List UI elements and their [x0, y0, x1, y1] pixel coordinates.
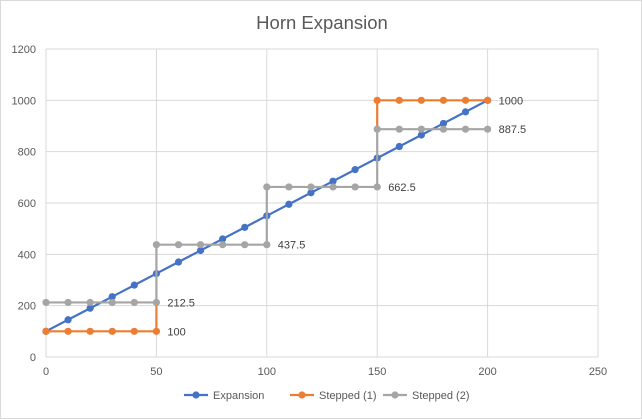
data-label: 662.5 — [388, 182, 416, 194]
data-point — [130, 298, 138, 307]
data-point — [439, 125, 448, 133]
x-tick-label: 0 — [43, 366, 49, 378]
series-stepped-2 — [42, 125, 492, 307]
data-point — [42, 327, 50, 335]
data-point — [395, 142, 403, 151]
data-point — [64, 327, 72, 335]
x-tick-label: 250 — [589, 366, 607, 378]
data-point — [86, 304, 94, 312]
data-point — [152, 298, 160, 307]
data-point — [417, 131, 425, 139]
data-point — [42, 298, 50, 307]
y-tick-label: 200 — [18, 301, 36, 313]
data-label: 887.5 — [499, 124, 527, 136]
y-tick-label: 600 — [18, 198, 36, 210]
legend-item: Expansion — [184, 390, 264, 402]
data-point — [241, 241, 249, 249]
data-labels: 1000 887.5 662.5 437.5 212.5 100 — [167, 95, 526, 338]
data-point — [461, 125, 470, 133]
data-point — [64, 316, 72, 324]
data-point — [108, 327, 116, 335]
y-tick-label: 400 — [18, 249, 36, 261]
data-point — [263, 183, 271, 191]
data-point — [439, 119, 448, 128]
data-point — [461, 96, 470, 104]
legend-label: Stepped (2) — [412, 390, 469, 402]
data-label: 100 — [167, 326, 185, 338]
y-tick-label: 1200 — [12, 44, 36, 56]
series-line — [46, 128, 488, 304]
data-point — [373, 183, 381, 191]
data-point — [241, 223, 249, 231]
legend-swatch-marker — [192, 391, 200, 399]
data-point — [395, 125, 403, 133]
data-label: 437.5 — [278, 240, 306, 252]
chart-title: Horn Expansion — [256, 12, 388, 33]
x-tick-label: 50 — [150, 366, 162, 378]
data-point — [152, 327, 160, 335]
data-point — [329, 183, 337, 191]
series-line — [46, 99, 488, 333]
series-layer — [42, 96, 492, 335]
legend: Expansion Stepped (1) Stepped (2) — [184, 390, 469, 402]
data-point — [108, 293, 116, 301]
data-point — [307, 183, 315, 191]
data-point — [461, 108, 470, 116]
x-tick-label: 200 — [478, 366, 496, 378]
data-point — [351, 166, 359, 174]
data-point — [307, 189, 315, 197]
data-label: 212.5 — [167, 297, 195, 309]
data-point — [174, 241, 183, 249]
legend-swatch-marker — [391, 391, 399, 399]
series-stepped-1 — [42, 96, 492, 335]
data-point — [219, 235, 227, 243]
x-tick-label: 100 — [258, 366, 276, 378]
data-point — [196, 241, 205, 249]
data-point — [395, 96, 403, 104]
data-point — [86, 327, 94, 335]
data-point — [417, 96, 425, 104]
data-point — [351, 183, 359, 191]
data-point — [152, 241, 160, 249]
data-point — [108, 298, 116, 307]
data-point — [484, 96, 492, 104]
data-point — [285, 183, 293, 191]
legend-item: Stepped (2) — [383, 390, 469, 402]
data-point — [130, 327, 138, 335]
y-tick-label: 0 — [30, 352, 36, 364]
data-point — [64, 298, 72, 307]
y-tick-label: 800 — [18, 147, 36, 159]
data-point — [373, 125, 381, 133]
data-point — [373, 96, 381, 104]
data-point — [329, 177, 337, 185]
x-tick-label: 150 — [368, 366, 386, 378]
data-label: 1000 — [499, 95, 523, 107]
legend-swatch-marker — [298, 391, 306, 399]
data-point — [130, 281, 138, 289]
data-point — [219, 241, 227, 249]
data-point — [285, 200, 293, 208]
y-tick-label: 1000 — [12, 95, 36, 107]
data-point — [174, 258, 183, 266]
legend-label: Stepped (1) — [319, 390, 376, 402]
data-point — [263, 241, 271, 249]
legend-label: Expansion — [213, 390, 264, 402]
legend-item: Stepped (1) — [290, 390, 376, 402]
data-point — [417, 125, 425, 133]
data-point — [86, 298, 94, 307]
axis-ticks: 0 200 400 600 800 1000 1200 0 50 100 150 200 250 — [12, 44, 608, 378]
data-point — [196, 246, 205, 255]
data-point — [484, 125, 492, 133]
data-point — [439, 96, 448, 104]
